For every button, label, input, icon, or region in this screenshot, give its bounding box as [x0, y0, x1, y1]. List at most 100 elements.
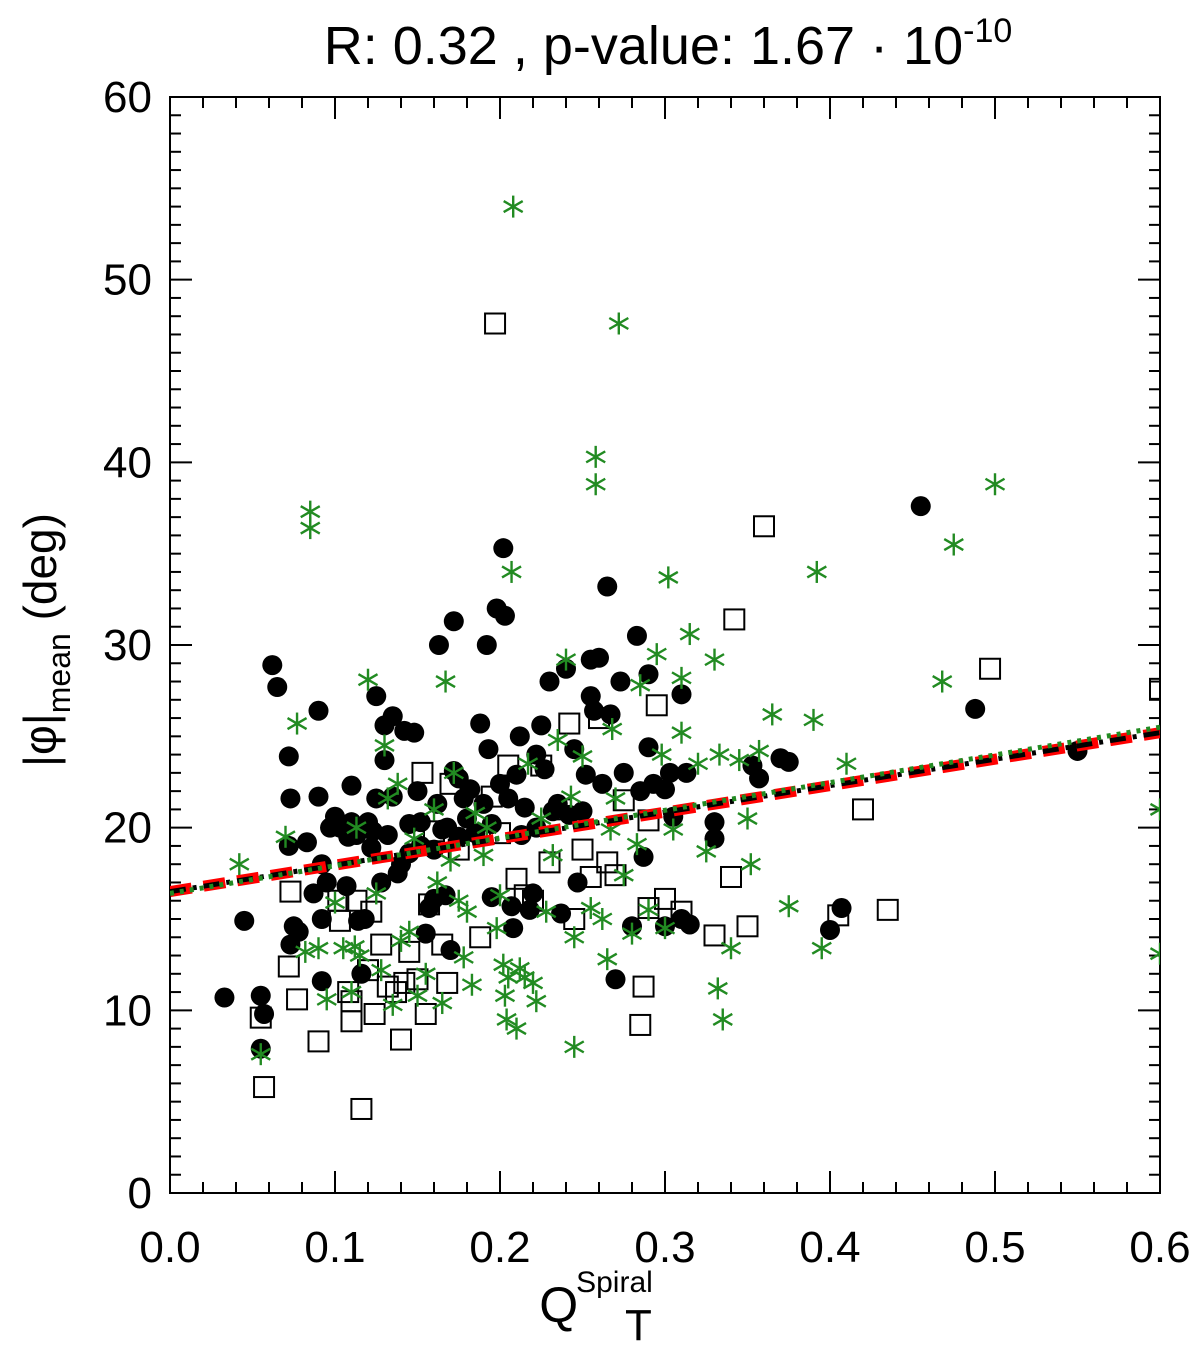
asterisk-point [671, 721, 692, 744]
asterisk-point [585, 445, 606, 468]
filled-circle-point [443, 611, 464, 632]
asterisk-point [737, 807, 758, 830]
filled-circle-point [509, 726, 530, 747]
filled-circle-point [311, 971, 332, 992]
asterisk-point [803, 708, 824, 731]
open-square-point [571, 838, 594, 861]
filled-circle-point [704, 828, 725, 849]
open-square-point [376, 975, 399, 998]
x-tick-label: 0.3 [634, 1223, 695, 1272]
asterisk-point [712, 1008, 733, 1031]
asterisk-point [778, 895, 799, 918]
open-square-point [431, 933, 454, 956]
open-square-point [720, 865, 742, 888]
asterisk-point [608, 312, 629, 335]
asterisk-point [324, 891, 346, 914]
asterisk-point [503, 195, 524, 218]
asterisk-point [564, 926, 585, 949]
chart-title-exponent: -10 [963, 12, 1012, 50]
asterisk-point [1149, 798, 1160, 821]
plot-area-frame [169, 96, 1161, 1194]
asterisk-point [308, 937, 329, 960]
filled-circle-point [633, 846, 654, 867]
asterisk-point [461, 973, 483, 996]
filled-circle-point [308, 700, 329, 721]
filled-circle-point [382, 706, 403, 727]
asterisk-point [720, 937, 742, 960]
x-tick-label: 0.1 [304, 1223, 365, 1272]
filled-circle-point [415, 923, 436, 944]
fit-lines [170, 724, 1160, 898]
filled-circle-point [539, 671, 560, 692]
x-tick-label: 0.0 [139, 1223, 200, 1272]
asterisk-point [984, 473, 1006, 496]
filled-circle-point [679, 914, 700, 935]
filled-circle-point [214, 987, 235, 1008]
open-square-point [253, 1076, 276, 1099]
asterisk-point [585, 473, 606, 496]
filled-circle-point [626, 625, 647, 646]
filled-circle-point [493, 538, 514, 559]
asterisk-point [366, 882, 387, 905]
y-tick-label: 0 [128, 1169, 152, 1218]
asterisk-point [399, 920, 420, 943]
fit-line-dotted [170, 724, 1160, 896]
filled-circle-point [478, 739, 499, 760]
open-square-point [654, 887, 676, 910]
asterisk-point [489, 884, 511, 907]
open-square-point [469, 926, 492, 949]
filled-circle-point [605, 969, 626, 990]
asterisk-point [729, 749, 750, 772]
asterisk-point [555, 648, 577, 671]
data-points [214, 195, 1160, 1120]
chart-title: R: 0.32 , p-value: 1.67 · 10-10 [324, 12, 1013, 76]
asterisk-point [542, 844, 563, 867]
asterisk-point [605, 787, 626, 810]
asterisk-point [465, 802, 486, 825]
open-square-point [645, 694, 668, 717]
open-square-point [393, 971, 416, 994]
asterisk-point [486, 917, 507, 940]
asterisk-point [811, 937, 832, 960]
asterisk-point [572, 745, 593, 768]
asterisk-point [374, 734, 395, 757]
filled-circle-point [503, 918, 524, 939]
filled-circle-point [655, 779, 675, 800]
open-square-point [979, 657, 1002, 680]
asterisk-point [229, 853, 250, 876]
filled-circle-point [659, 762, 680, 783]
y-tick-labels: 0 10 20 30 40 50 60 [103, 73, 152, 1218]
y-axis-label-post: (deg) [14, 513, 66, 633]
filled-circle-point [572, 801, 593, 822]
asterisk-point [435, 670, 456, 693]
asterisk-point [496, 1008, 517, 1031]
asterisk-point [560, 785, 582, 808]
asterisk-point [377, 787, 398, 810]
filled-circle-point [494, 605, 515, 626]
y-axis-label-sub: mean [41, 633, 77, 713]
y-axis-label-pre: |φ| [14, 713, 66, 767]
x-tick-label: 0.4 [799, 1223, 860, 1272]
filled-circle-point [613, 762, 634, 783]
filled-circle-point [278, 746, 299, 767]
filled-circle-point [965, 698, 986, 719]
asterisk-point [404, 827, 425, 850]
filled-circle-point [592, 773, 613, 794]
filled-circle-point [280, 788, 301, 809]
asterisk-point [626, 833, 648, 856]
y-axis-label: |φ|mean (deg) [14, 513, 77, 767]
filled-circle-point [498, 788, 519, 809]
asterisk-point [473, 844, 494, 867]
asterisk-point [943, 533, 964, 556]
asterisk-point [658, 566, 679, 589]
asterisk-point [630, 674, 651, 697]
open-square-point [876, 898, 899, 921]
asterisk-point [432, 992, 453, 1015]
open-square-point [538, 851, 561, 874]
open-square-point [350, 1097, 373, 1120]
asterisk-point [671, 666, 692, 689]
asterisk-point [654, 917, 676, 940]
filled-circle-point [404, 722, 425, 743]
filled-circle-point [476, 635, 497, 655]
